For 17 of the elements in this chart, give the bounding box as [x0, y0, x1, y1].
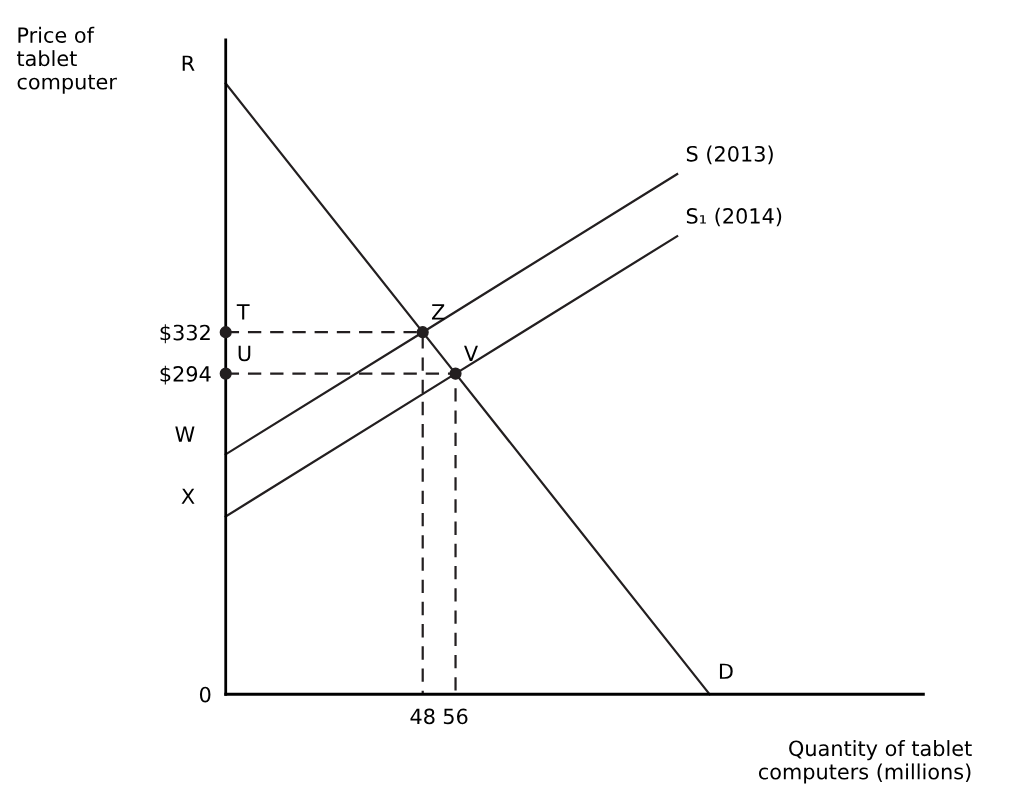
y-axis-title: Price of tablet computer [16, 26, 117, 94]
annotation: R [182, 55, 195, 71]
annotation: S (2013) [686, 145, 773, 165]
x-tick-label: 48 [410, 708, 435, 725]
annotation: T [236, 304, 250, 320]
x-tick-label: 56 [443, 708, 468, 725]
annotation: D [719, 663, 733, 679]
annotation: V [464, 345, 478, 361]
x-axis-title: Quantity of tablet computers (millions) [758, 740, 972, 784]
y-tick-label: $294 [160, 365, 211, 385]
annotation: X [181, 488, 195, 504]
y-tick-label: $332 [160, 324, 210, 344]
annotation: W [175, 426, 195, 442]
y-tick-label: 0 [199, 686, 211, 703]
annotation: U [238, 345, 251, 362]
annotation: Z [431, 304, 445, 320]
annotation: S₁ (2014) [686, 207, 782, 227]
